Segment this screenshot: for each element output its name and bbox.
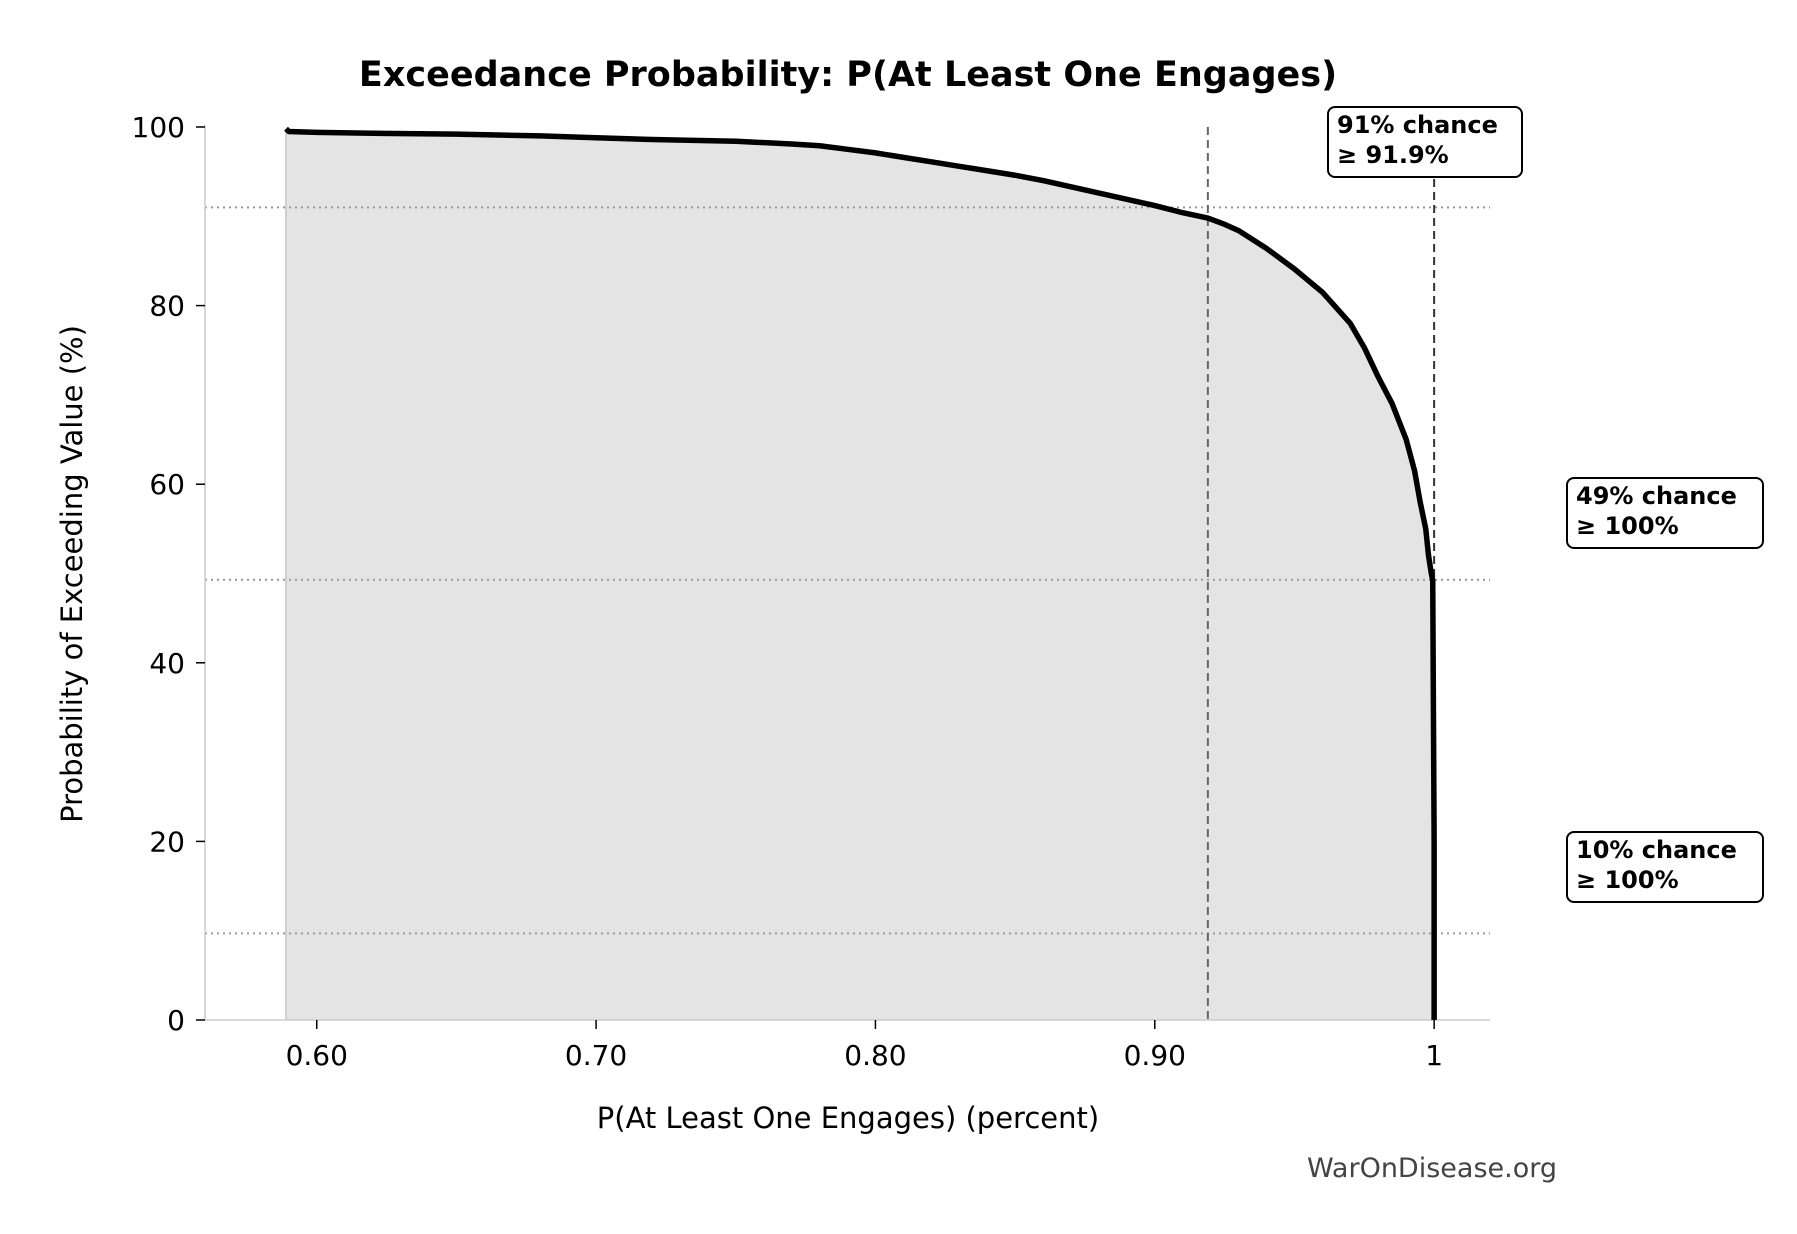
watermark: WarOnDisease.org <box>1307 1153 1557 1184</box>
annotation-3-line2: ≥ 100% <box>1576 866 1679 894</box>
annotation-1-line1: 91% chance <box>1337 111 1498 139</box>
y-tick-label: 100 <box>132 111 185 144</box>
annotation-1-line2: ≥ 91.9% <box>1337 141 1449 169</box>
x-tick-label: 0.60 <box>286 1039 348 1072</box>
y-tick-label: 20 <box>149 825 185 858</box>
annotation-box-2: 49% chance ≥ 100% <box>1566 477 1764 549</box>
x-tick-label: 0.70 <box>565 1039 627 1072</box>
y-tick-label: 0 <box>167 1004 185 1037</box>
y-tick-label: 80 <box>149 290 185 323</box>
x-tick-label: 1 <box>1425 1039 1443 1072</box>
annotation-3-line1: 10% chance <box>1576 836 1737 864</box>
exceedance-curve <box>284 126 1437 1020</box>
annotation-box-1: 91% chance ≥ 91.9% <box>1327 106 1523 178</box>
area-fill <box>286 128 1435 1020</box>
x-tick-label: 0.90 <box>1124 1039 1186 1072</box>
chart-title: Exceedance Probability: P(At Least One E… <box>359 55 1337 95</box>
y-tick-label: 60 <box>149 468 185 501</box>
annotation-2-line2: ≥ 100% <box>1576 512 1679 540</box>
y-tick-label: 40 <box>149 647 185 680</box>
x-tick-label: 0.80 <box>844 1039 906 1072</box>
annotation-box-3: 10% chance ≥ 100% <box>1566 831 1764 903</box>
plot-area: 0 20 40 60 80 100 0.60 0.70 0.80 0.90 1 <box>132 111 1490 1072</box>
y-axis-label: Probability of Exceeding Value (%) <box>55 325 89 823</box>
annotation-2-line1: 49% chance <box>1576 482 1737 510</box>
x-axis-label: P(At Least One Engages) (percent) <box>597 1101 1099 1135</box>
